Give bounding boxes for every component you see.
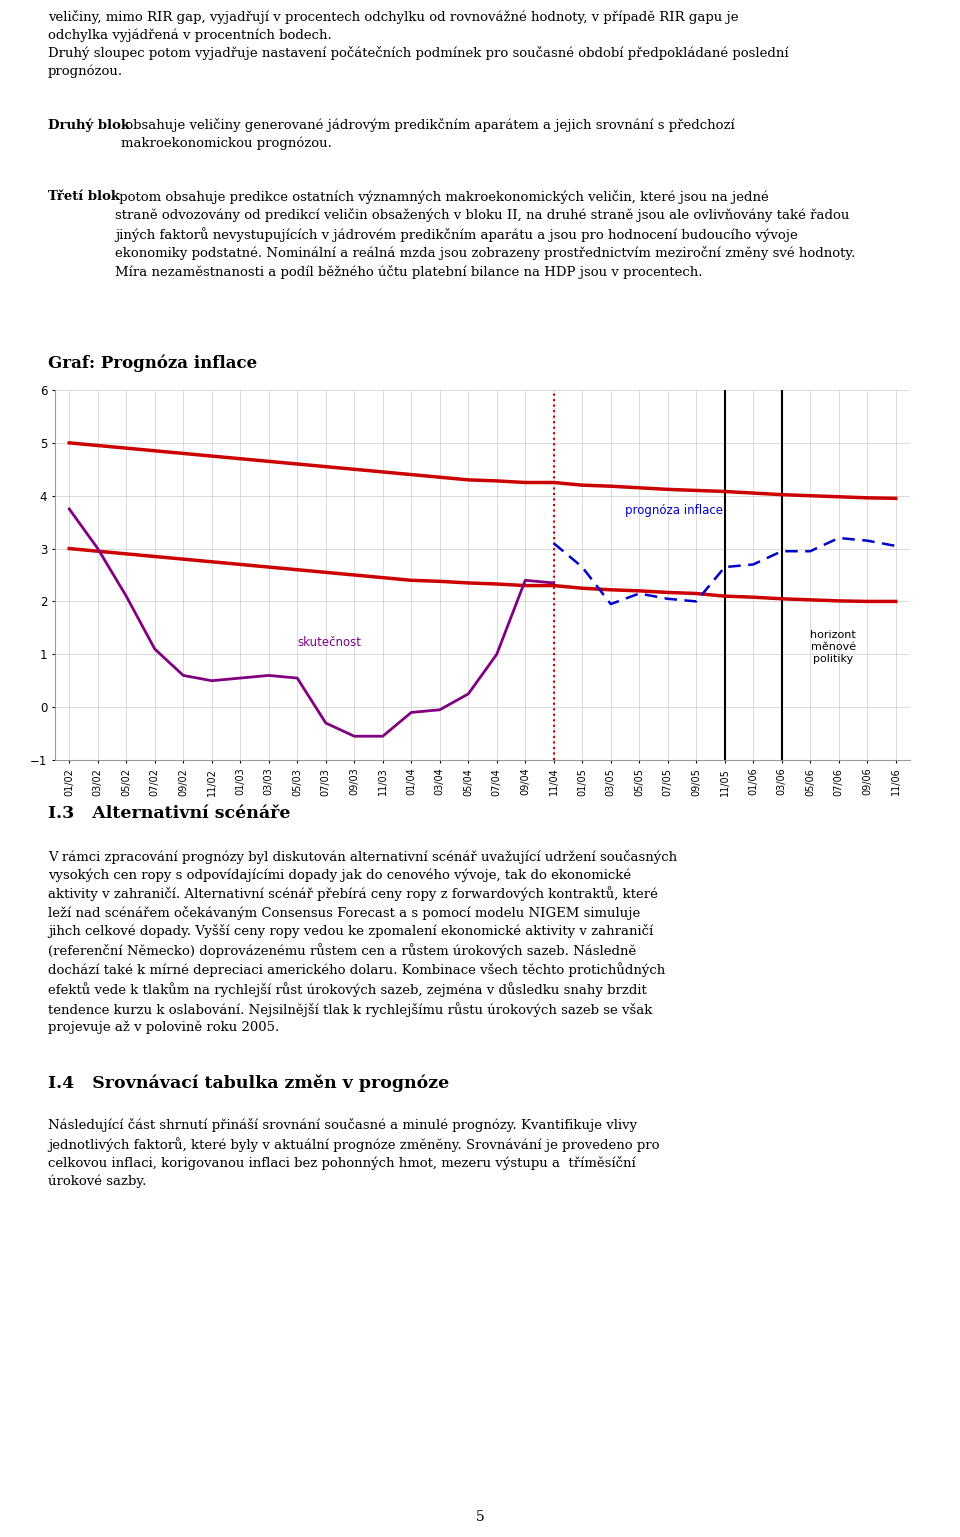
Text: Třetí blok: Třetí blok: [48, 191, 120, 203]
Text: Graf: Prognóza inflace: Graf: Prognóza inflace: [48, 355, 257, 372]
Text: obsahuje veličiny generované jádrovým predikčním aparátem a jejich srovnání s př: obsahuje veličiny generované jádrovým pr…: [121, 118, 734, 149]
Text: 5: 5: [475, 1509, 485, 1525]
Text: Následující část shrnutí přináší srovnání současné a minulé prognózy. Kvantifiku: Následující část shrnutí přináší srovnán…: [48, 1117, 660, 1188]
Text: Druhý blok: Druhý blok: [48, 118, 130, 132]
Text: skutečnost: skutečnost: [298, 636, 361, 649]
Text: V rámci zpracování prognózy byl diskutován alternativní scénář uvažující udržení: V rámci zpracování prognózy byl diskutov…: [48, 850, 677, 1034]
Text: veličiny, mimo RIR gap, vyjadřují v procentech odchylku od rovnovážné hodnoty, v: veličiny, mimo RIR gap, vyjadřují v proc…: [48, 11, 788, 78]
Text: I.4   Srovnávací tabulka změn v prognóze: I.4 Srovnávací tabulka změn v prognóze: [48, 1074, 449, 1093]
Text: potom obsahuje predikce ostatních významných makroekonomických veličin, které js: potom obsahuje predikce ostatních význam…: [115, 191, 855, 278]
Text: I.3   Alternativní scénáře: I.3 Alternativní scénáře: [48, 805, 291, 822]
Text: prognóza inflace: prognóza inflace: [625, 504, 723, 516]
Text: horizont
měnové
politiky: horizont měnové politiky: [810, 630, 856, 664]
